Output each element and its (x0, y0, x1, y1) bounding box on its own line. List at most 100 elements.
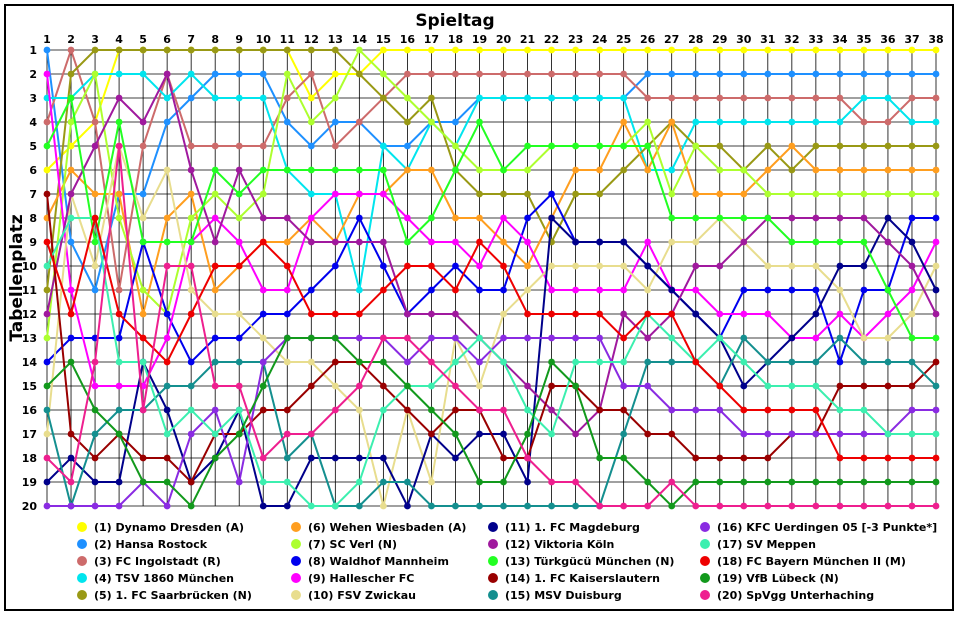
data-point (115, 478, 123, 486)
data-point (716, 334, 724, 342)
data-point (404, 166, 411, 174)
y-tick-label: 4 (29, 116, 37, 129)
data-point (932, 310, 940, 318)
data-point (668, 238, 676, 246)
data-point (187, 46, 195, 54)
data-point (259, 142, 267, 150)
data-point (452, 262, 459, 270)
data-point (860, 358, 868, 366)
x-tick-label: 31 (760, 33, 775, 46)
data-point (812, 286, 820, 294)
data-point (788, 166, 796, 174)
y-tick-label: 19 (22, 476, 37, 489)
data-point (211, 310, 219, 318)
data-point (43, 190, 51, 198)
legend-item: (17) SV Meppen (700, 538, 816, 551)
legend-label: (18) FC Bayern München II (M) (717, 555, 906, 568)
data-point (355, 358, 363, 366)
data-point (836, 166, 844, 174)
data-point (43, 406, 51, 414)
data-point (163, 334, 171, 342)
x-tick-label: 25 (616, 33, 631, 46)
data-point (187, 214, 195, 222)
data-point (404, 238, 411, 246)
legend-item: (9) Hallescher FC (291, 572, 414, 585)
data-point (235, 334, 243, 342)
data-point (908, 214, 916, 222)
data-point (500, 190, 507, 198)
data-point (668, 310, 676, 318)
legend-marker (488, 573, 498, 583)
data-point (235, 430, 243, 438)
data-point (716, 94, 724, 102)
data-point (259, 310, 267, 318)
data-point (932, 430, 940, 438)
data-point (43, 310, 51, 318)
data-point (43, 334, 51, 342)
legend-label: (9) Hallescher FC (308, 572, 414, 585)
data-point (355, 382, 363, 390)
data-point (404, 94, 411, 102)
data-point (788, 238, 796, 246)
data-point (404, 502, 411, 510)
data-point (644, 502, 652, 510)
data-point (67, 334, 75, 342)
data-point (187, 166, 195, 174)
data-point (235, 70, 243, 78)
data-point (620, 358, 628, 366)
data-point (548, 358, 555, 366)
data-point (43, 430, 51, 438)
legend-label: (8) Waldhof Mannheim (308, 555, 449, 568)
data-point (572, 94, 579, 102)
data-point (139, 406, 147, 414)
data-point (163, 502, 171, 510)
data-point (452, 214, 459, 222)
data-point (548, 382, 555, 390)
data-point (524, 142, 531, 150)
data-point (764, 310, 772, 318)
data-point (187, 94, 195, 102)
data-point (716, 46, 724, 54)
data-point (764, 142, 772, 150)
data-point (620, 406, 628, 414)
data-point (163, 382, 171, 390)
data-point (500, 238, 507, 246)
series-18 (43, 214, 940, 462)
data-point (259, 70, 267, 78)
data-point (860, 214, 868, 222)
data-point (836, 358, 844, 366)
y-tick-label: 2 (29, 68, 37, 81)
x-tick-label: 23 (568, 33, 583, 46)
data-point (836, 454, 844, 462)
data-point (67, 214, 75, 222)
data-point (67, 478, 75, 486)
data-point (932, 214, 940, 222)
data-point (836, 214, 844, 222)
data-point (307, 70, 315, 78)
x-tick-label: 6 (163, 33, 171, 46)
data-point (115, 310, 123, 318)
data-point (235, 238, 243, 246)
data-point (235, 478, 243, 486)
data-point (307, 46, 315, 54)
data-point (211, 406, 219, 414)
data-point (692, 70, 700, 78)
data-point (692, 478, 700, 486)
data-point (644, 166, 652, 174)
x-tick-label: 26 (640, 33, 656, 46)
data-point (91, 190, 99, 198)
data-point (259, 46, 267, 54)
data-point (235, 214, 243, 222)
data-point (476, 406, 483, 414)
data-point (115, 382, 123, 390)
data-point (428, 70, 435, 78)
y-tick-label: 18 (22, 452, 37, 465)
data-point (884, 382, 892, 390)
data-point (428, 430, 435, 438)
data-point (67, 190, 75, 198)
data-point (716, 382, 724, 390)
data-point (307, 118, 315, 126)
data-point (452, 70, 459, 78)
data-point (404, 142, 411, 150)
data-point (764, 430, 772, 438)
